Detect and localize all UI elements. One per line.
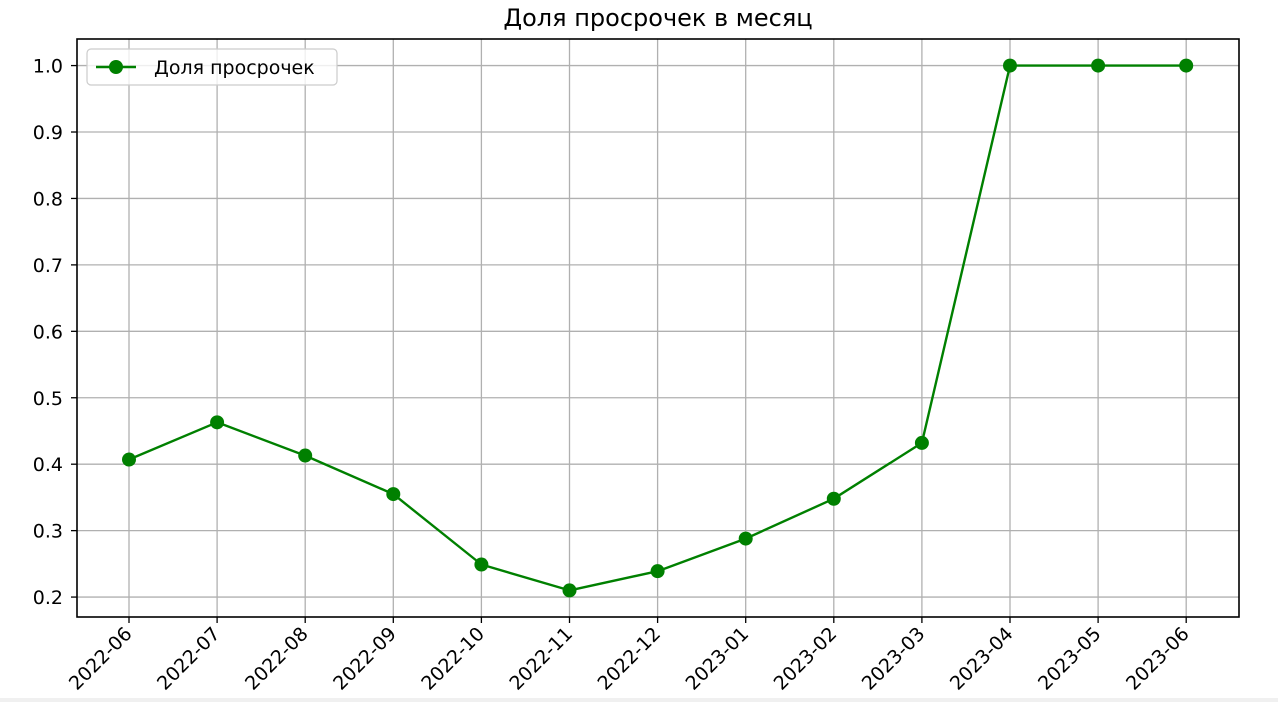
x-tick-label: 2022-10 [417, 623, 489, 695]
legend: Доля просрочек [86, 48, 338, 86]
y-tick-label: 0.2 [33, 587, 63, 609]
x-tick-label: 2023-05 [1034, 623, 1106, 695]
legend-marker-sample [109, 60, 123, 74]
data-point [914, 435, 929, 450]
data-point [1179, 58, 1194, 73]
series-layer [122, 58, 1194, 598]
chart-title: Доля просрочек в месяц [503, 4, 812, 32]
data-point [1003, 58, 1017, 73]
y-tick-label: 0.9 [33, 122, 63, 144]
x-tick-label: 2022-09 [329, 623, 401, 695]
data-point [298, 448, 313, 463]
legend-box [86, 48, 338, 86]
y-tick-label: 0.4 [33, 454, 63, 476]
data-point [738, 531, 753, 546]
y-tick-label: 0.5 [33, 388, 63, 410]
y-tick-label: 0.7 [33, 255, 63, 277]
y-tick-label: 1.0 [33, 56, 63, 78]
data-point [826, 491, 841, 506]
data-point [1091, 58, 1106, 73]
x-tick-label: 2023-02 [770, 623, 842, 695]
y-tick-label: 0.8 [33, 188, 63, 210]
data-point [386, 487, 401, 502]
x-tick-label: 2022-06 [65, 623, 137, 695]
page-bottom-strip [0, 698, 1278, 702]
y-tick-label: 0.3 [33, 521, 63, 543]
x-tick-label: 2023-01 [682, 623, 754, 695]
legend-label: Доля просрочек [154, 57, 315, 79]
x-tick-label: 2023-03 [858, 623, 930, 695]
x-tick-label: 2022-11 [505, 623, 577, 695]
data-point [474, 557, 489, 572]
grid-layer [77, 39, 1239, 617]
data-point [210, 415, 225, 430]
x-tick-label: 2022-12 [593, 623, 665, 695]
y-tick-label: 0.6 [33, 321, 63, 343]
x-tick-label: 2023-06 [1122, 623, 1194, 695]
x-tick-label: 2022-08 [241, 623, 313, 695]
x-tick-label: 2022-07 [153, 623, 225, 695]
data-point [650, 564, 665, 579]
x-tick-label: 2023-04 [946, 623, 1018, 695]
data-point [562, 583, 577, 598]
data-point [122, 452, 136, 467]
